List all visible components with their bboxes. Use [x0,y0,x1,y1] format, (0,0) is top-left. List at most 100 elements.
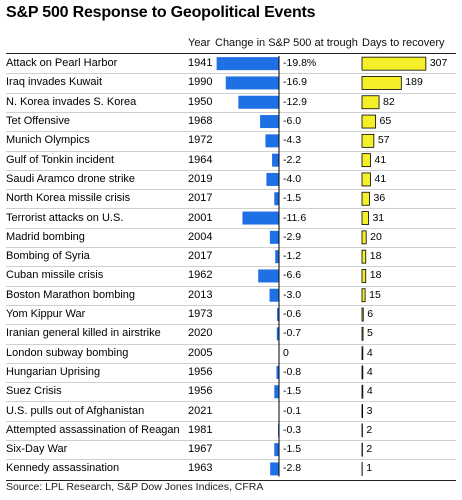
days-value-label: 4 [366,365,373,378]
event-label: Boston Marathon bombing [6,288,136,301]
event-label: Bombing of Syria [6,250,90,263]
days-value-label: 20 [370,230,382,243]
row-divider [6,73,456,75]
days-value-label: 65 [379,115,392,128]
change-value-label: -1.5 [283,192,302,205]
row-divider [6,247,456,248]
change-bar [260,115,279,129]
row-divider [6,420,456,422]
event-label: Gulf of Tonkin incident [6,153,115,166]
days-value-label: 4 [366,385,373,398]
change-value-label: -4.0 [283,172,302,185]
days-bar [361,384,364,399]
year-label: 1956 [188,365,213,378]
change-value-label: -0.6 [283,308,302,321]
days-bar [361,307,364,322]
change-value-label: -12.9 [283,95,307,108]
event-label: Attack on Pearl Harbor [6,57,118,70]
year-label: 1990 [188,76,213,89]
change-value-label: -6.0 [283,115,302,128]
days-value-label: 1 [366,462,373,475]
days-value-label: 18 [369,250,382,263]
event-label: Saudi Aramco drone strike [6,172,136,185]
days-value-label: 4 [366,346,373,359]
year-label: 1967 [188,443,213,456]
row-divider [6,382,456,384]
event-label: London subway bombing [6,346,129,359]
days-value-label: 82 [383,95,395,108]
days-bar [361,249,367,264]
days-bar [361,133,375,148]
change-bar [225,76,279,90]
row-divider [6,285,456,287]
days-value-label: 3 [366,404,373,417]
event-label: Attempted assassination of Reagan [6,423,180,436]
year-label: 1964 [188,153,213,166]
event-label: North Korea missile crisis [6,192,131,205]
days-bar [361,365,364,380]
event-label: Iranian general killed in airstrike [6,327,161,340]
change-value-label: -0.1 [283,404,302,417]
row-divider [6,324,456,326]
days-bar [361,211,369,225]
days-bar [361,95,380,110]
change-bar [265,134,279,148]
change-value-label: -1.5 [283,443,302,456]
change-bar [274,192,279,206]
change-value-label: -0.3 [283,423,302,436]
year-column-header: Year [188,37,211,49]
days-value-label: 36 [373,192,386,205]
days-value-label: 15 [369,288,381,301]
event-label: Tet Offensive [6,115,70,128]
row-divider [6,401,456,403]
change-bar [266,172,279,186]
row-divider [6,208,456,210]
event-label: Terrorist attacks on U.S. [6,211,124,224]
row-divider [6,189,456,191]
event-label: U.S. pulls out of Afghanistan [6,404,145,417]
days-bar [361,230,367,245]
days-value-label: 41 [374,172,387,185]
change-bar [269,288,279,302]
year-label: 2005 [188,346,213,359]
change-value-label: -0.7 [283,327,302,340]
change-bar [276,327,279,341]
days-bar [361,191,370,206]
event-label: Six-Day War [6,443,68,456]
change-bar [238,95,279,109]
days-value-label: 5 [367,327,373,340]
event-label: Madrid bombing [6,230,85,243]
year-label: 2019 [188,172,213,185]
event-label: Munich Olympics [6,134,90,147]
change-bar [277,308,279,322]
year-label: 2004 [188,230,213,243]
row-divider [6,266,456,268]
event-label: Cuban missile crisis [6,269,104,282]
event-label: N. Korea invades S. Korea [6,95,137,108]
change-value-label: -0.8 [283,365,302,378]
days-value-label: 41 [374,153,387,166]
change-bar [276,365,279,379]
change-value-label: 0 [283,346,289,359]
year-label: 1962 [188,269,213,282]
event-label: Iraq invades Kuwait [6,76,102,89]
year-label: 1956 [188,385,213,398]
chart-title: S&P 500 Response to Geopolitical Events [6,4,316,21]
days-value-label: 18 [369,269,382,282]
days-column-header: Days to recovery [362,37,445,49]
days-bar [361,404,364,418]
change-bar [275,250,279,264]
year-label: 2013 [188,288,213,301]
change-value-label: -4.3 [283,134,302,147]
event-label: Suez Crisis [6,385,62,398]
change-value-label: -1.2 [283,250,302,263]
change-value-label: -3.0 [283,288,302,301]
change-bar [272,153,279,167]
change-value-label: -2.8 [283,462,302,475]
year-label: 1963 [188,462,213,475]
days-bar [361,153,371,168]
change-value-label: -1.5 [283,385,302,398]
year-label: 1981 [188,423,213,436]
change-bar [242,211,279,225]
